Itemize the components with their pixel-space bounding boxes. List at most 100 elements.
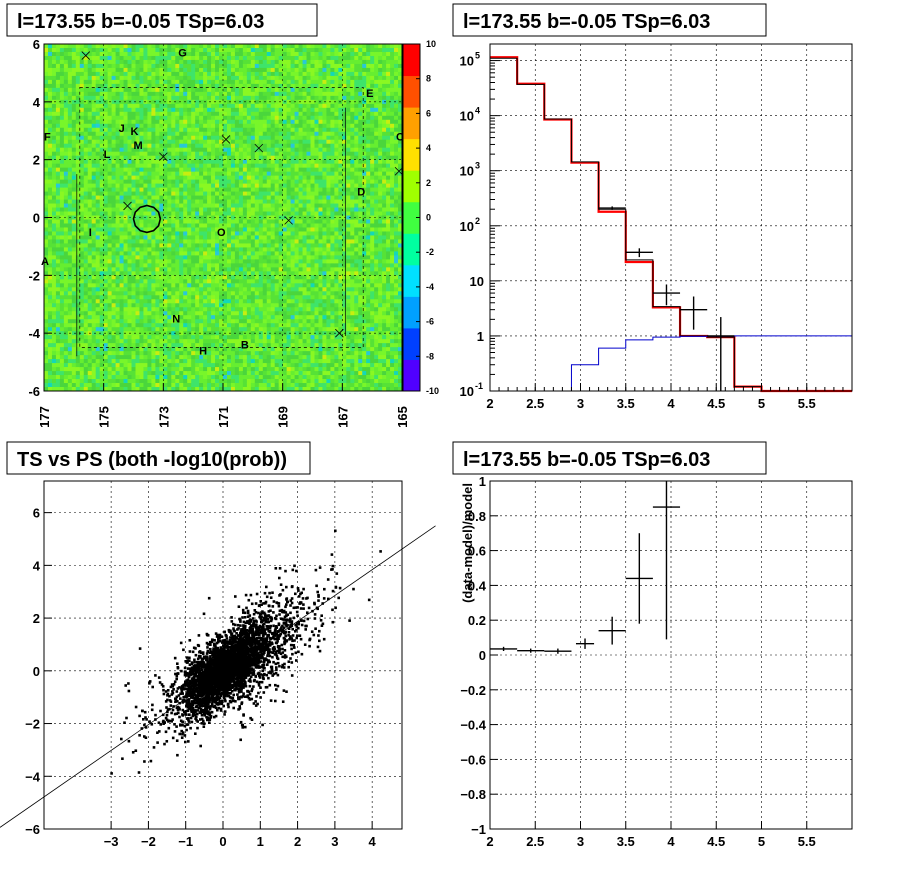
heat-cell <box>226 175 232 181</box>
heat-cell <box>63 239 69 244</box>
heat-cell <box>75 319 81 324</box>
heat-cell <box>135 267 140 272</box>
heat-cell <box>163 131 168 137</box>
heat-cell <box>131 171 136 177</box>
heat-cell <box>44 327 49 332</box>
heat-cell <box>215 131 220 137</box>
heat-cell <box>199 59 204 65</box>
heat-cell <box>171 151 176 157</box>
heat-cell <box>67 199 73 204</box>
heat-cell <box>59 131 65 137</box>
heat-cell <box>250 231 256 236</box>
heat-cell <box>87 351 93 356</box>
heat-cell <box>250 303 256 308</box>
heat-cell <box>230 95 236 101</box>
heat-cell <box>155 267 160 272</box>
heat-cell <box>55 131 61 137</box>
heat-cell <box>83 167 89 173</box>
heat-cell <box>143 295 148 300</box>
heat-cell <box>83 255 89 260</box>
heat-cell <box>51 275 57 280</box>
heat-cell <box>215 143 220 149</box>
heat-cell <box>63 51 69 57</box>
heat-cell <box>67 247 73 252</box>
heat-cell <box>91 347 97 352</box>
heat-cell <box>119 203 124 208</box>
heat-cell <box>131 243 136 248</box>
heat-cell <box>163 375 168 380</box>
heat-cell <box>223 171 228 177</box>
heat-cell <box>183 219 188 224</box>
heat-cell <box>203 251 208 256</box>
heat-cell <box>111 127 116 133</box>
heat-cell <box>234 287 240 292</box>
heat-cell <box>147 51 152 57</box>
heat-cell <box>187 139 192 145</box>
heat-cell <box>246 171 252 177</box>
heat-cell <box>107 87 113 93</box>
heat-cell <box>119 183 124 188</box>
heat-cell <box>183 111 188 117</box>
heat-cell <box>230 199 236 204</box>
heat-cell <box>67 44 73 49</box>
heat-cell <box>143 179 148 184</box>
heat-cell <box>159 51 164 57</box>
heat-cell <box>47 159 53 165</box>
heat-cell <box>151 231 156 236</box>
heat-cell <box>71 371 77 376</box>
heat-cell <box>219 299 224 304</box>
heat-cell <box>143 311 148 316</box>
heat-cell <box>270 139 276 145</box>
heat-cell <box>99 287 105 292</box>
heat-cell <box>234 55 240 61</box>
heat-cell <box>215 155 220 161</box>
heat-cell <box>155 235 160 240</box>
heat-cell <box>191 287 196 292</box>
heat-cell <box>111 59 116 65</box>
heat-cell <box>44 207 49 212</box>
heat-cell <box>234 111 240 117</box>
heat-cell <box>135 83 140 89</box>
heat-cell <box>59 231 65 236</box>
heat-cell <box>139 375 144 380</box>
heat-cell <box>91 199 97 204</box>
heat-cell <box>79 355 85 360</box>
heat-cell <box>250 175 256 181</box>
heat-cell <box>119 311 124 316</box>
heat-cell <box>111 171 116 177</box>
heat-cell <box>44 119 49 125</box>
heat-cell <box>191 83 196 89</box>
heat-cell <box>238 143 244 149</box>
heat-cell <box>159 155 164 161</box>
heat-cell <box>139 183 144 188</box>
heat-cell <box>195 155 200 161</box>
heat-cell <box>171 95 176 101</box>
heat-cell <box>139 47 144 53</box>
heat-cell <box>175 59 180 65</box>
heat-cell <box>71 303 77 308</box>
heat-cell <box>254 263 260 268</box>
heat-cell <box>211 355 216 360</box>
heat-cell <box>183 207 188 212</box>
heat-cell <box>99 387 105 392</box>
heat-cell <box>103 115 109 121</box>
heat-cell <box>230 355 236 360</box>
heat-cell <box>250 155 256 161</box>
heat-cell <box>254 187 260 192</box>
heat-cell <box>127 55 132 61</box>
heat-cell <box>51 359 57 364</box>
heat-cell <box>119 335 124 340</box>
heat-cell <box>230 235 236 240</box>
heat-cell <box>111 231 116 236</box>
heat-cell <box>67 131 73 137</box>
heat-cell <box>75 203 81 208</box>
heat-cell <box>139 123 144 129</box>
heat-cell <box>147 243 152 248</box>
heat-cell <box>254 203 260 208</box>
heat-cell <box>131 143 136 149</box>
heat-cell <box>211 223 216 228</box>
heat-cell <box>91 331 97 336</box>
heat-cell <box>199 44 204 49</box>
heat-cell <box>75 67 81 73</box>
heat-cell <box>111 99 116 105</box>
